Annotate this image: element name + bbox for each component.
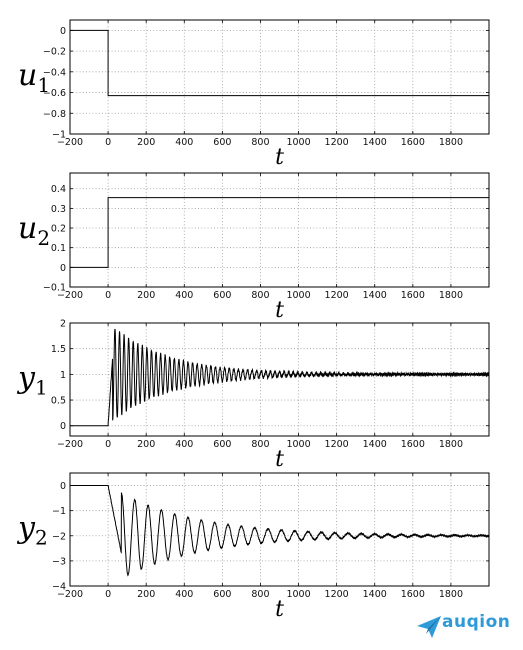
y-tick-label: −4 [52,582,66,593]
chart-panel-2: −200 0 200 400 600 800 1000 1200 1400 1600 1800 0.4… [18,172,490,323]
paper-plane-icon [417,616,441,638]
chart-panel-4: −200 0 200 400 600 800 1000 1200 1400 1600 1800 0 −1… [16,472,490,622]
y-tick-label: 0.3 [51,204,66,215]
x-tick-label: −200 [57,439,83,450]
x-tick-label: 1800 [439,290,463,301]
x-axis-label: t [275,145,284,170]
x-tick-label: 1000 [286,137,310,148]
x-tick-label: 200 [137,290,155,301]
watermark-text: auqion [442,612,511,632]
x-tick-label: 1200 [325,439,349,450]
x-tick-label: 1400 [363,439,387,450]
x-tick-label: 1600 [401,290,425,301]
y-tick-label: 2 [60,319,66,330]
y-tick-label: 1 [60,370,66,381]
y-tick-label: 0 [60,421,66,432]
y-tick-label: 0.1 [51,243,66,254]
plot-frame [69,172,490,288]
x-tick-label: 1800 [439,439,463,450]
x-tick-label: 0 [105,290,111,301]
x-tick-label: 1800 [439,589,463,600]
x-tick-label: 1400 [363,290,387,301]
x-tick-label: 400 [175,290,193,301]
y-tick-label: −0.8 [43,109,66,120]
y-tick-label: −0.1 [43,283,66,294]
series-line-1 [70,197,489,268]
x-tick-label: 200 [137,439,155,450]
x-tick-label: 1200 [325,137,349,148]
plot-frame [69,472,490,587]
y-axis-label: u2 [18,211,50,250]
x-tick-label: 1000 [286,290,310,301]
x-tick-label: 400 [175,137,193,148]
y-tick-label: 0.4 [51,184,66,195]
chart-panel-3: −200 0 200 400 600 800 1000 1200 1400 1600 1800 2 1.… [16,319,490,472]
x-tick-label: 600 [213,137,231,148]
y-axis-label: u1 [18,58,50,97]
x-axis-label: t [275,447,284,472]
x-tick-label: 1800 [439,137,463,148]
y-tick-label: 0 [60,481,66,492]
x-tick-label: 200 [137,589,155,600]
x-tick-label: 400 [175,439,193,450]
x-axis-label: t [275,597,284,622]
y-tick-label: −2 [52,531,66,542]
watermark-logo: auqion [416,612,520,646]
x-tick-label: 600 [213,290,231,301]
x-tick-label: 800 [251,137,269,148]
x-tick-label: −200 [57,137,83,148]
plot-frame [69,19,490,135]
series-line-1 [70,328,490,427]
y-tick-label: −0.2 [43,47,66,58]
y-tick-label: −0.4 [43,67,66,78]
y-tick-label: 0 [60,263,66,274]
x-tick-label: 800 [251,439,269,450]
x-tick-label: 800 [251,589,269,600]
x-tick-label: 600 [213,439,231,450]
x-tick-label: 0 [105,589,111,600]
x-tick-label: 800 [251,290,269,301]
x-tick-label: 1000 [286,589,310,600]
series-line-1 [70,485,490,577]
x-tick-label: −200 [57,589,83,600]
x-tick-label: 1000 [286,439,310,450]
x-tick-label: 1200 [325,290,349,301]
y-tick-label: 0 [60,26,66,37]
chart-panel-1: −200 0 200 400 600 800 1000 1200 1400 1600 1800 0 −0… [18,19,490,170]
x-tick-label: 200 [137,137,155,148]
x-tick-label: 1200 [325,589,349,600]
x-tick-label: 1600 [401,137,425,148]
x-tick-label: 0 [105,439,111,450]
y-tick-label: −3 [52,556,66,567]
y-tick-label: 1.5 [51,344,66,355]
y-tick-label: −1 [52,506,66,517]
y-tick-label: −0.6 [43,88,66,99]
x-tick-label: 1600 [401,589,425,600]
x-axis-label: t [275,298,284,323]
y-tick-label: 0.2 [51,224,66,235]
x-tick-label: 400 [175,589,193,600]
y-tick-label: 0.5 [51,396,66,407]
plot-frame [69,322,490,437]
x-tick-label: 0 [105,137,111,148]
x-tick-label: 1400 [363,137,387,148]
x-tick-label: 600 [213,589,231,600]
x-tick-label: −200 [57,290,83,301]
x-tick-label: 1400 [363,589,387,600]
x-tick-label: 1600 [401,439,425,450]
y-axis-label: y1 [16,361,48,400]
y-tick-label: −1 [52,130,66,141]
series-line-1 [70,29,489,97]
y-axis-label: y2 [16,511,48,550]
